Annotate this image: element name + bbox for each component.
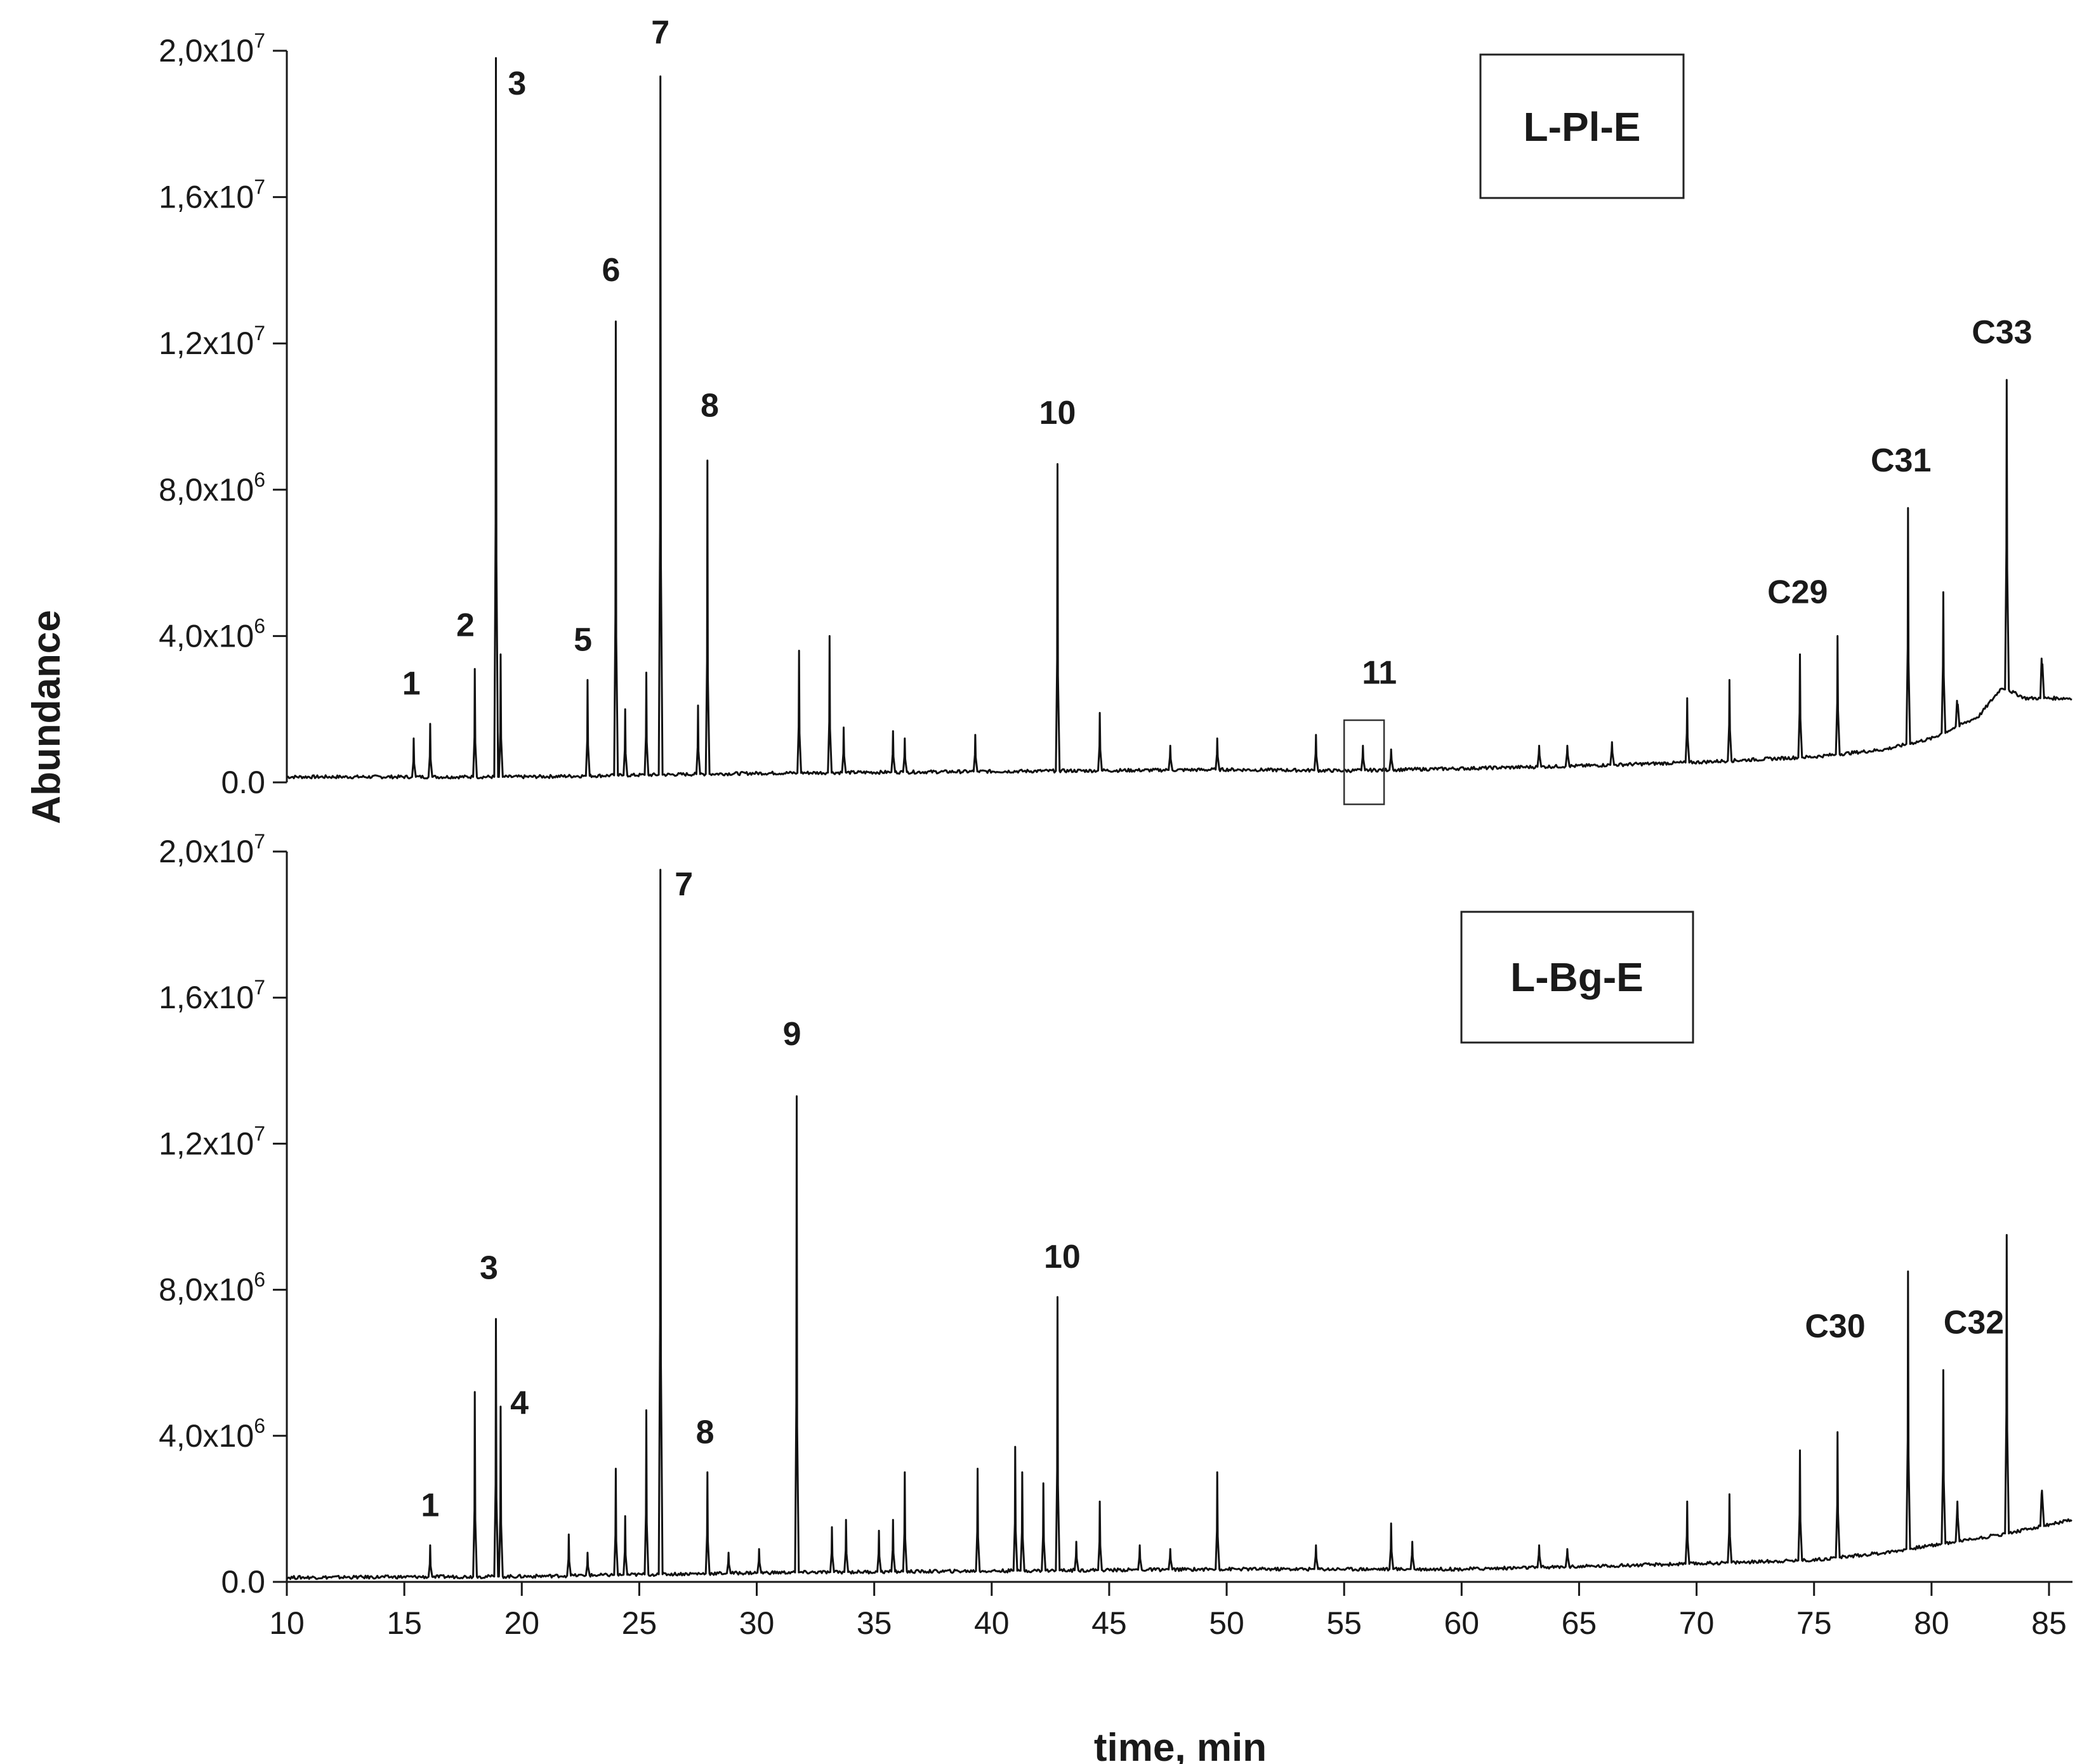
x-axis-title: time, min [1094, 1726, 1267, 1764]
y-axis-title: Abundance [25, 610, 69, 824]
peak-label: 3 [508, 65, 526, 102]
x-tick-label: 75 [1796, 1605, 1832, 1641]
peak-label: 10 [1039, 395, 1076, 431]
sample-label-box-top: L-Pl-E [1479, 53, 1685, 199]
x-axis: 10 15 20 25 30 35 40 45 50 55 60 65 70 75 80 85 time, m… [269, 1581, 2073, 1764]
peak-label: 8 [701, 388, 719, 425]
x-tick-label: 45 [1091, 1605, 1127, 1641]
peak-label: 1 [402, 666, 421, 702]
peak-label: 5 [574, 621, 592, 658]
sample-label-box-bottom: L-Bg-E [1460, 911, 1694, 1044]
y-tick-label: 8,0x106 [159, 1268, 265, 1308]
x-tick-label: 80 [1914, 1605, 1949, 1641]
peak-label: C31 [1871, 442, 1931, 479]
x-tick-label: 15 [386, 1605, 422, 1641]
y-tick-label: 4,0x106 [159, 1414, 265, 1454]
highlight-box-peak-11 [1343, 719, 1385, 805]
y-ticks-bottom: 0.0 4,0x106 8,0x106 1,2x107 1,6x107 2,0x107 [159, 830, 287, 1600]
y-tick-label: 1,2x107 [159, 322, 265, 361]
y-tick-label: 1,6x107 [159, 976, 265, 1015]
peak-label: C29 [1767, 574, 1828, 611]
sample-label-l-bg-e: L-Bg-E [1510, 954, 1644, 1000]
peak-label: 3 [480, 1249, 498, 1286]
x-tick-label: 40 [974, 1605, 1010, 1641]
y-tick-label: 4,0x106 [159, 614, 265, 654]
x-tick-label: 85 [2031, 1605, 2067, 1641]
y-tick-label: 8,0x106 [159, 468, 265, 508]
x-tick-label: 65 [1562, 1605, 1597, 1641]
peak-annotations-top: 12 3 5 6 7 8 10 11 C29 C31 C33 [402, 14, 2033, 702]
peak-label: 8 [696, 1414, 715, 1451]
x-ticks: 10 15 20 25 30 35 40 45 50 55 60 65 70 75 80 85 [269, 1582, 2067, 1641]
peak-label: C33 [1972, 314, 2032, 351]
y-tick-label: 1,2x107 [159, 1122, 265, 1161]
y-tick-label: 2,0x107 [159, 830, 265, 869]
y-ticks-top: 0.0 4,0x106 8,0x106 1,2x107 1,6x107 2,0x107 [159, 29, 287, 800]
x-tick-label: 10 [269, 1605, 305, 1641]
x-tick-label: 20 [504, 1605, 539, 1641]
x-tick-label: 60 [1444, 1605, 1480, 1641]
y-tick-label: 2,0x107 [159, 29, 265, 69]
peak-label: C32 [1944, 1305, 2004, 1341]
peak-label: 1 [421, 1487, 439, 1524]
y-tick-label: 1,6x107 [159, 176, 265, 215]
y-tick-label: 0.0 [221, 1564, 265, 1600]
peak-label: 6 [602, 252, 621, 289]
peak-label: 11 [1362, 654, 1397, 691]
sample-label-l-pl-e: L-Pl-E [1524, 104, 1641, 150]
peak-label: C30 [1805, 1308, 1865, 1345]
panel-l-bg-e: 0.0 4,0x106 8,0x106 1,2x107 1,6x107 2,0x107 1… [159, 830, 2073, 1600]
panel-l-pl-e: 0.0 4,0x106 8,0x106 1,2x107 1,6x107 2,0x107 1… [159, 14, 2073, 805]
x-tick-label: 35 [857, 1605, 892, 1641]
peak-annotations-bottom: 1 3 4 7 8 9 10 C30 C32 [421, 866, 2004, 1524]
peak-label: 7 [675, 866, 693, 903]
x-tick-label: 30 [739, 1605, 775, 1641]
peak-label: 9 [783, 1016, 801, 1053]
peak-label: 2 [456, 607, 475, 643]
peak-label: 7 [651, 14, 669, 51]
x-tick-label: 50 [1209, 1605, 1244, 1641]
y-tick-label: 0.0 [221, 765, 265, 800]
chromatogram-trace-l-bg-e [286, 869, 2073, 1580]
chromatogram-trace-l-pl-e [286, 57, 2073, 780]
x-tick-label: 55 [1326, 1605, 1362, 1641]
x-tick-label: 70 [1679, 1605, 1715, 1641]
peak-label: 4 [510, 1385, 529, 1421]
peak-label: 10 [1044, 1239, 1081, 1275]
x-tick-label: 25 [622, 1605, 657, 1641]
